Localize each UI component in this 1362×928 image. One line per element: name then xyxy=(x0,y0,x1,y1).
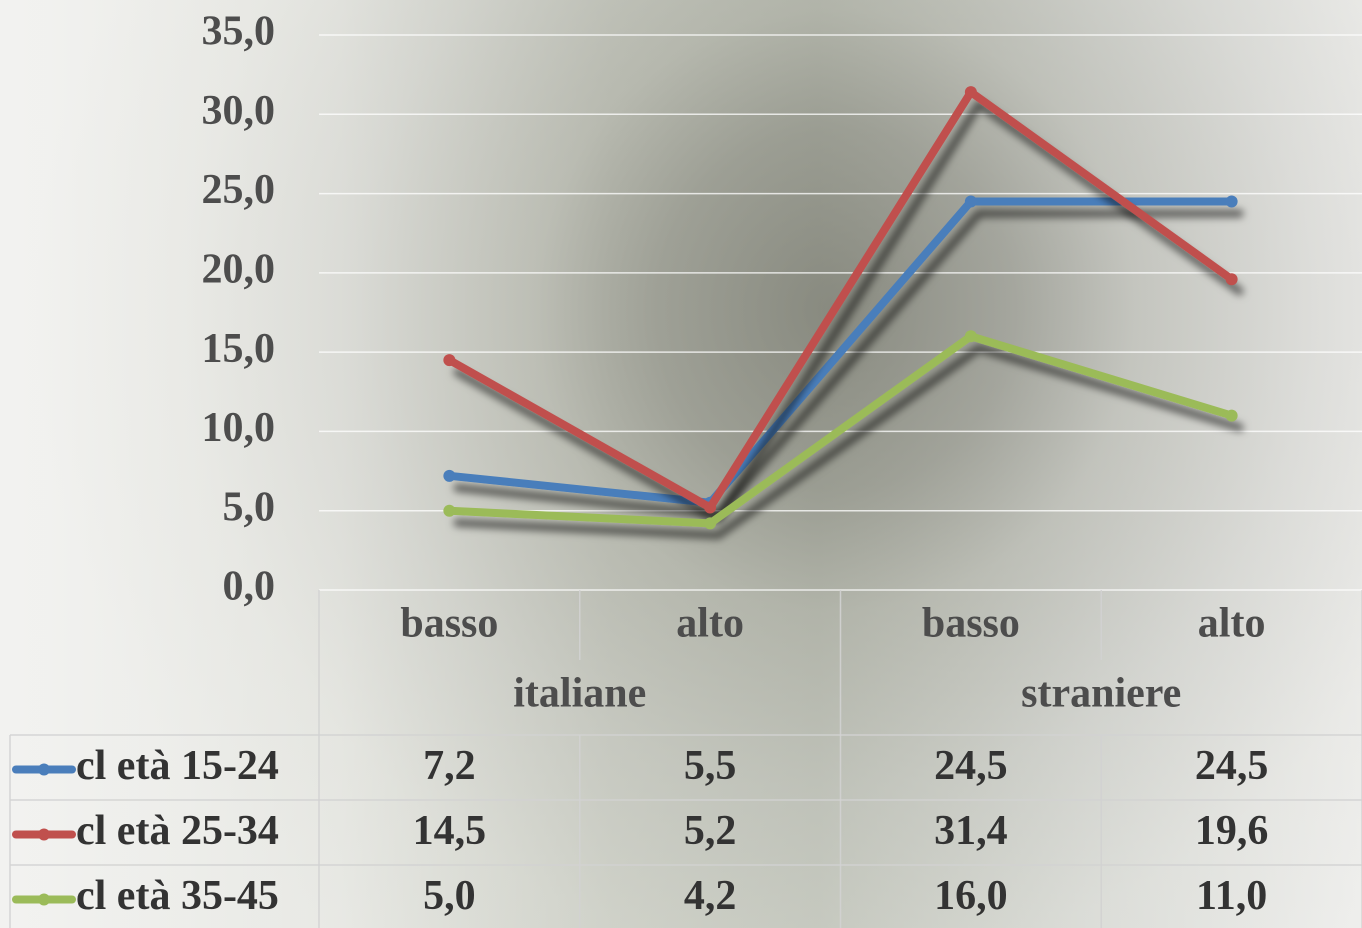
point xyxy=(1225,273,1238,286)
point xyxy=(443,469,456,482)
table-value: 5,2 xyxy=(684,808,737,854)
group-label: italiane xyxy=(513,671,646,717)
y-tick-label: 30,0 xyxy=(202,88,276,134)
point xyxy=(1225,409,1238,422)
legend-label: cl età 25-34 xyxy=(76,808,279,854)
table-value: 24,5 xyxy=(934,743,1008,789)
table-value: 24,5 xyxy=(1195,743,1269,789)
group-label: straniere xyxy=(1021,671,1181,717)
table-value: 5,5 xyxy=(684,743,737,789)
table-value: 7,2 xyxy=(423,743,476,789)
y-tick-label: 35,0 xyxy=(202,9,276,55)
table-value: 5,0 xyxy=(423,873,476,919)
point xyxy=(704,501,717,514)
legend-key-point xyxy=(38,893,50,906)
x-tick-label: basso xyxy=(922,601,1020,647)
point xyxy=(443,354,456,367)
point xyxy=(1225,195,1238,208)
point xyxy=(704,517,717,530)
legend-key-point xyxy=(38,763,50,776)
table-value: 14,5 xyxy=(413,808,487,854)
point xyxy=(964,330,977,343)
y-tick-label: 20,0 xyxy=(202,246,276,292)
series-line xyxy=(445,197,1236,507)
y-tick-label: 0,0 xyxy=(223,564,276,610)
point xyxy=(964,86,977,99)
legend-key-point xyxy=(38,828,50,841)
y-tick-label: 5,0 xyxy=(223,484,276,530)
table-value: 16,0 xyxy=(934,873,1008,919)
x-tick-label: basso xyxy=(400,601,498,647)
point xyxy=(964,195,977,208)
x-tick-label: alto xyxy=(1198,601,1266,647)
y-tick-label: 15,0 xyxy=(202,326,276,372)
y-tick-label: 25,0 xyxy=(202,167,276,213)
table-value: 4,2 xyxy=(684,873,737,919)
x-tick-label: alto xyxy=(676,601,744,647)
series-line xyxy=(445,332,1236,528)
point xyxy=(443,504,456,517)
table-value: 19,6 xyxy=(1195,808,1269,854)
legend-label: cl età 35-45 xyxy=(76,873,279,919)
series-line xyxy=(445,88,1236,512)
table-value: 11,0 xyxy=(1196,873,1267,919)
table-value: 31,4 xyxy=(934,808,1008,854)
y-tick-label: 10,0 xyxy=(202,405,276,451)
legend-label: cl età 15-24 xyxy=(76,743,279,789)
